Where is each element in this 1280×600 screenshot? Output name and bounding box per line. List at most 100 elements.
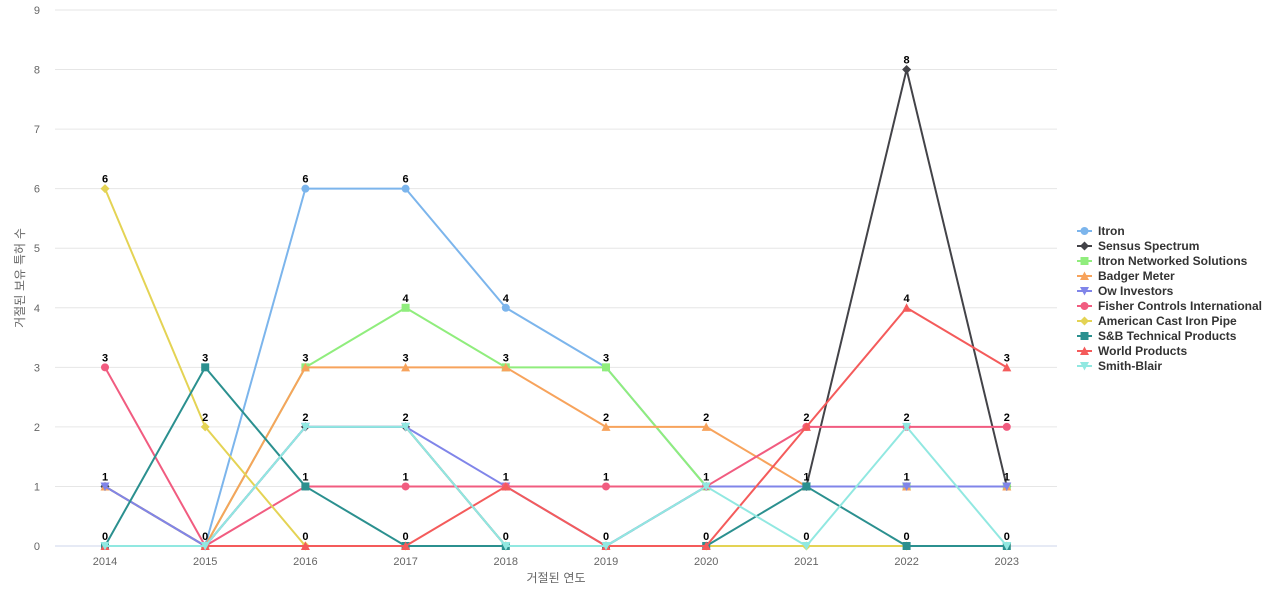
data-labels: 6 3 1 0 3 2 0 6 3 2 1 0 6 4 3 2 1 0 4 3 1 0 3 2 1 0 2 1 0 2 1 0 8 4 2 1 0 3 2 1… — [102, 55, 1010, 543]
data-label: 0 — [202, 531, 208, 543]
data-label: 2 — [904, 412, 910, 424]
legend-item[interactable]: American Cast Iron Pipe — [1077, 314, 1237, 328]
data-point — [1002, 542, 1012, 551]
y-tick-label: 0 — [34, 541, 40, 553]
data-point — [401, 541, 411, 550]
data-point — [401, 303, 410, 312]
legend-item[interactable]: Itron Networked Solutions — [1077, 254, 1248, 268]
data-label: 0 — [603, 531, 609, 543]
x-axis-ticks: 2014 2015 2016 2017 2018 2019 2020 2021 2022 2023 — [93, 556, 1019, 568]
data-point — [601, 542, 611, 551]
legend-item[interactable]: World Products — [1077, 344, 1187, 358]
y-tick-label: 5 — [34, 243, 40, 255]
data-point — [401, 422, 411, 432]
x-tick-label: 2020 — [694, 556, 718, 568]
data-label: 1 — [102, 471, 108, 483]
y-tick-label: 3 — [34, 362, 40, 374]
data-label: 0 — [904, 531, 910, 543]
legend-label: Fisher Controls International — [1098, 299, 1262, 313]
legend-label: Sensus Spectrum — [1098, 239, 1199, 253]
legend-marker — [1080, 287, 1089, 296]
data-point — [902, 422, 912, 432]
legend-item[interactable]: Itron — [1077, 224, 1125, 238]
data-label: 0 — [403, 531, 409, 543]
data-label: 2 — [1004, 412, 1010, 424]
legend-marker — [1080, 362, 1089, 371]
y-axis-ticks: 0 1 2 3 4 5 6 7 8 9 — [34, 5, 40, 553]
legend-item[interactable]: Smith-Blair — [1077, 359, 1162, 373]
y-tick-label: 9 — [34, 5, 40, 17]
data-label: 6 — [403, 174, 409, 186]
legend-label: Itron Networked Solutions — [1098, 254, 1248, 268]
x-tick-label: 2019 — [594, 556, 618, 568]
x-tick-label: 2022 — [894, 556, 918, 568]
data-point — [100, 184, 110, 194]
legend-item[interactable]: Badger Meter — [1077, 269, 1175, 283]
data-point — [401, 362, 411, 372]
data-label: 6 — [102, 174, 108, 186]
data-point — [100, 542, 110, 551]
data-point — [101, 363, 109, 372]
legend-marker — [1080, 227, 1089, 235]
data-label: 6 — [302, 174, 308, 186]
x-axis-title: 거절된 연도 — [526, 571, 585, 585]
y-tick-label: 6 — [34, 184, 40, 196]
legend-marker — [1080, 271, 1089, 280]
legend-marker — [1080, 316, 1089, 326]
data-label: 2 — [703, 412, 709, 424]
y-tick-label: 8 — [34, 65, 40, 77]
data-label: 4 — [403, 293, 410, 305]
legend-item[interactable]: S&B Technical Products — [1077, 329, 1237, 343]
data-point — [1002, 362, 1012, 372]
data-label: 4 — [904, 293, 911, 305]
data-label: 2 — [603, 412, 609, 424]
data-label: 2 — [202, 412, 208, 424]
data-point — [602, 482, 610, 491]
data-label: 4 — [503, 293, 510, 305]
legend-marker — [1080, 257, 1089, 265]
y-tick-label: 2 — [34, 422, 40, 434]
data-point — [801, 422, 811, 431]
x-tick-label: 2018 — [494, 556, 518, 568]
series-line — [104, 425, 1008, 547]
data-label: 2 — [403, 412, 409, 424]
data-label: 1 — [703, 471, 709, 483]
data-point — [501, 542, 511, 551]
legend-marker — [1080, 302, 1089, 310]
series-badger-meter — [100, 362, 1012, 550]
data-label: 1 — [403, 471, 409, 483]
series-layer — [100, 65, 1012, 551]
legend-label: Badger Meter — [1098, 269, 1175, 283]
data-label: 1 — [302, 471, 308, 483]
data-point — [201, 363, 210, 372]
x-tick-label: 2021 — [794, 556, 818, 568]
data-label: 3 — [302, 352, 308, 364]
x-tick-label: 2016 — [293, 556, 317, 568]
data-point — [601, 422, 611, 431]
data-label: 3 — [202, 352, 208, 364]
series-fisher-controls-international — [101, 363, 1011, 550]
data-label: 8 — [904, 55, 910, 67]
data-label: 3 — [1004, 352, 1010, 364]
x-tick-label: 2017 — [393, 556, 417, 568]
legend-marker — [1080, 332, 1089, 340]
data-point — [1002, 482, 1012, 491]
data-label: 1 — [904, 471, 910, 483]
data-point — [100, 482, 110, 491]
x-tick-label: 2014 — [93, 556, 117, 568]
y-tick-label: 1 — [34, 481, 40, 493]
series-line — [104, 366, 1008, 547]
data-label: 3 — [503, 352, 509, 364]
legend-item[interactable]: Fisher Controls International — [1077, 299, 1262, 313]
data-point — [501, 362, 511, 372]
data-label: 0 — [1004, 531, 1010, 543]
legend-label: Ow Investors — [1098, 284, 1174, 298]
data-point — [401, 184, 410, 193]
series-smith-blair — [100, 422, 1012, 551]
legend-item[interactable]: Sensus Spectrum — [1077, 239, 1199, 253]
data-label: 0 — [102, 531, 108, 543]
data-point — [301, 482, 310, 491]
legend-item[interactable]: Ow Investors — [1077, 284, 1174, 298]
